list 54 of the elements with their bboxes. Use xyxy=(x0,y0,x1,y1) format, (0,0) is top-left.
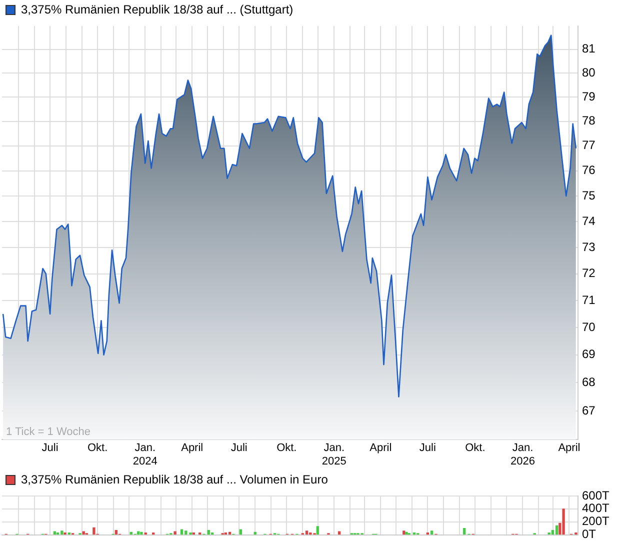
x-tick-label: Okt. xyxy=(87,442,108,454)
bar xyxy=(305,530,308,535)
legend-label: 3,375% Rumänien Republik 18/38 auf ... Volumen in Euro xyxy=(21,472,328,486)
y-tick-label: 69 xyxy=(582,347,596,362)
y-tick-label: 73 xyxy=(582,240,596,254)
bar xyxy=(114,530,118,535)
legend-label: 3,375% Rumänien Republik 18/38 auf ... (Stuttgart) xyxy=(21,2,294,16)
bar xyxy=(92,527,96,535)
y-tick-label: 74 xyxy=(582,214,596,228)
y-tick-label: 75 xyxy=(582,188,596,202)
y-tick-label: 72 xyxy=(582,266,596,280)
y-tick-label: 80 xyxy=(582,65,596,80)
y-tick-label: 81 xyxy=(582,42,596,56)
bar xyxy=(338,531,341,535)
y-tick-label: 79 xyxy=(582,89,596,104)
y-tick-label: 70 xyxy=(582,320,596,334)
bar xyxy=(551,530,554,535)
x-tick-label: Juli xyxy=(419,442,436,454)
y-tick-label: 78 xyxy=(582,114,596,128)
bar xyxy=(555,525,558,535)
bar xyxy=(60,530,64,535)
y-tick-label: 67 xyxy=(582,403,596,418)
x-tick-label: Okt. xyxy=(465,442,486,454)
bar xyxy=(137,531,140,535)
x-tick-label: Okt. xyxy=(276,442,297,454)
bar xyxy=(463,528,466,535)
y-tick-label: 600T xyxy=(582,488,610,502)
bar xyxy=(316,526,319,535)
y-tick-label: 76 xyxy=(582,163,596,178)
x-tick-label: Jan. 2024 xyxy=(132,442,158,468)
bar xyxy=(402,530,406,535)
x-tick-label: April xyxy=(181,442,204,454)
bar xyxy=(562,508,565,535)
bar xyxy=(174,531,176,535)
y-tick-label: 77 xyxy=(582,138,596,152)
x-tick-label: Jan. 2025 xyxy=(322,442,346,468)
y-tick-label: 68 xyxy=(582,375,596,390)
y-tick-label: 0T xyxy=(582,527,597,542)
bar xyxy=(405,532,408,535)
x-tick-label: April xyxy=(558,442,580,454)
bar xyxy=(184,530,188,535)
bar xyxy=(53,531,56,535)
y-tick-label: 400T xyxy=(582,501,610,516)
bar xyxy=(140,532,143,535)
x-tick-label: Jan. 2026 xyxy=(510,442,535,468)
y-tick-label: 71 xyxy=(582,292,596,307)
bar xyxy=(82,531,85,535)
annotation: 1 Tick = 1 Woche xyxy=(6,426,90,438)
x-tick-label: Juli xyxy=(42,442,58,454)
bar xyxy=(207,530,210,535)
y-tick-label: 200T xyxy=(582,514,610,528)
bar xyxy=(430,530,434,535)
x-tick-label: Juli xyxy=(230,442,248,454)
x-tick-label: April xyxy=(370,442,392,454)
